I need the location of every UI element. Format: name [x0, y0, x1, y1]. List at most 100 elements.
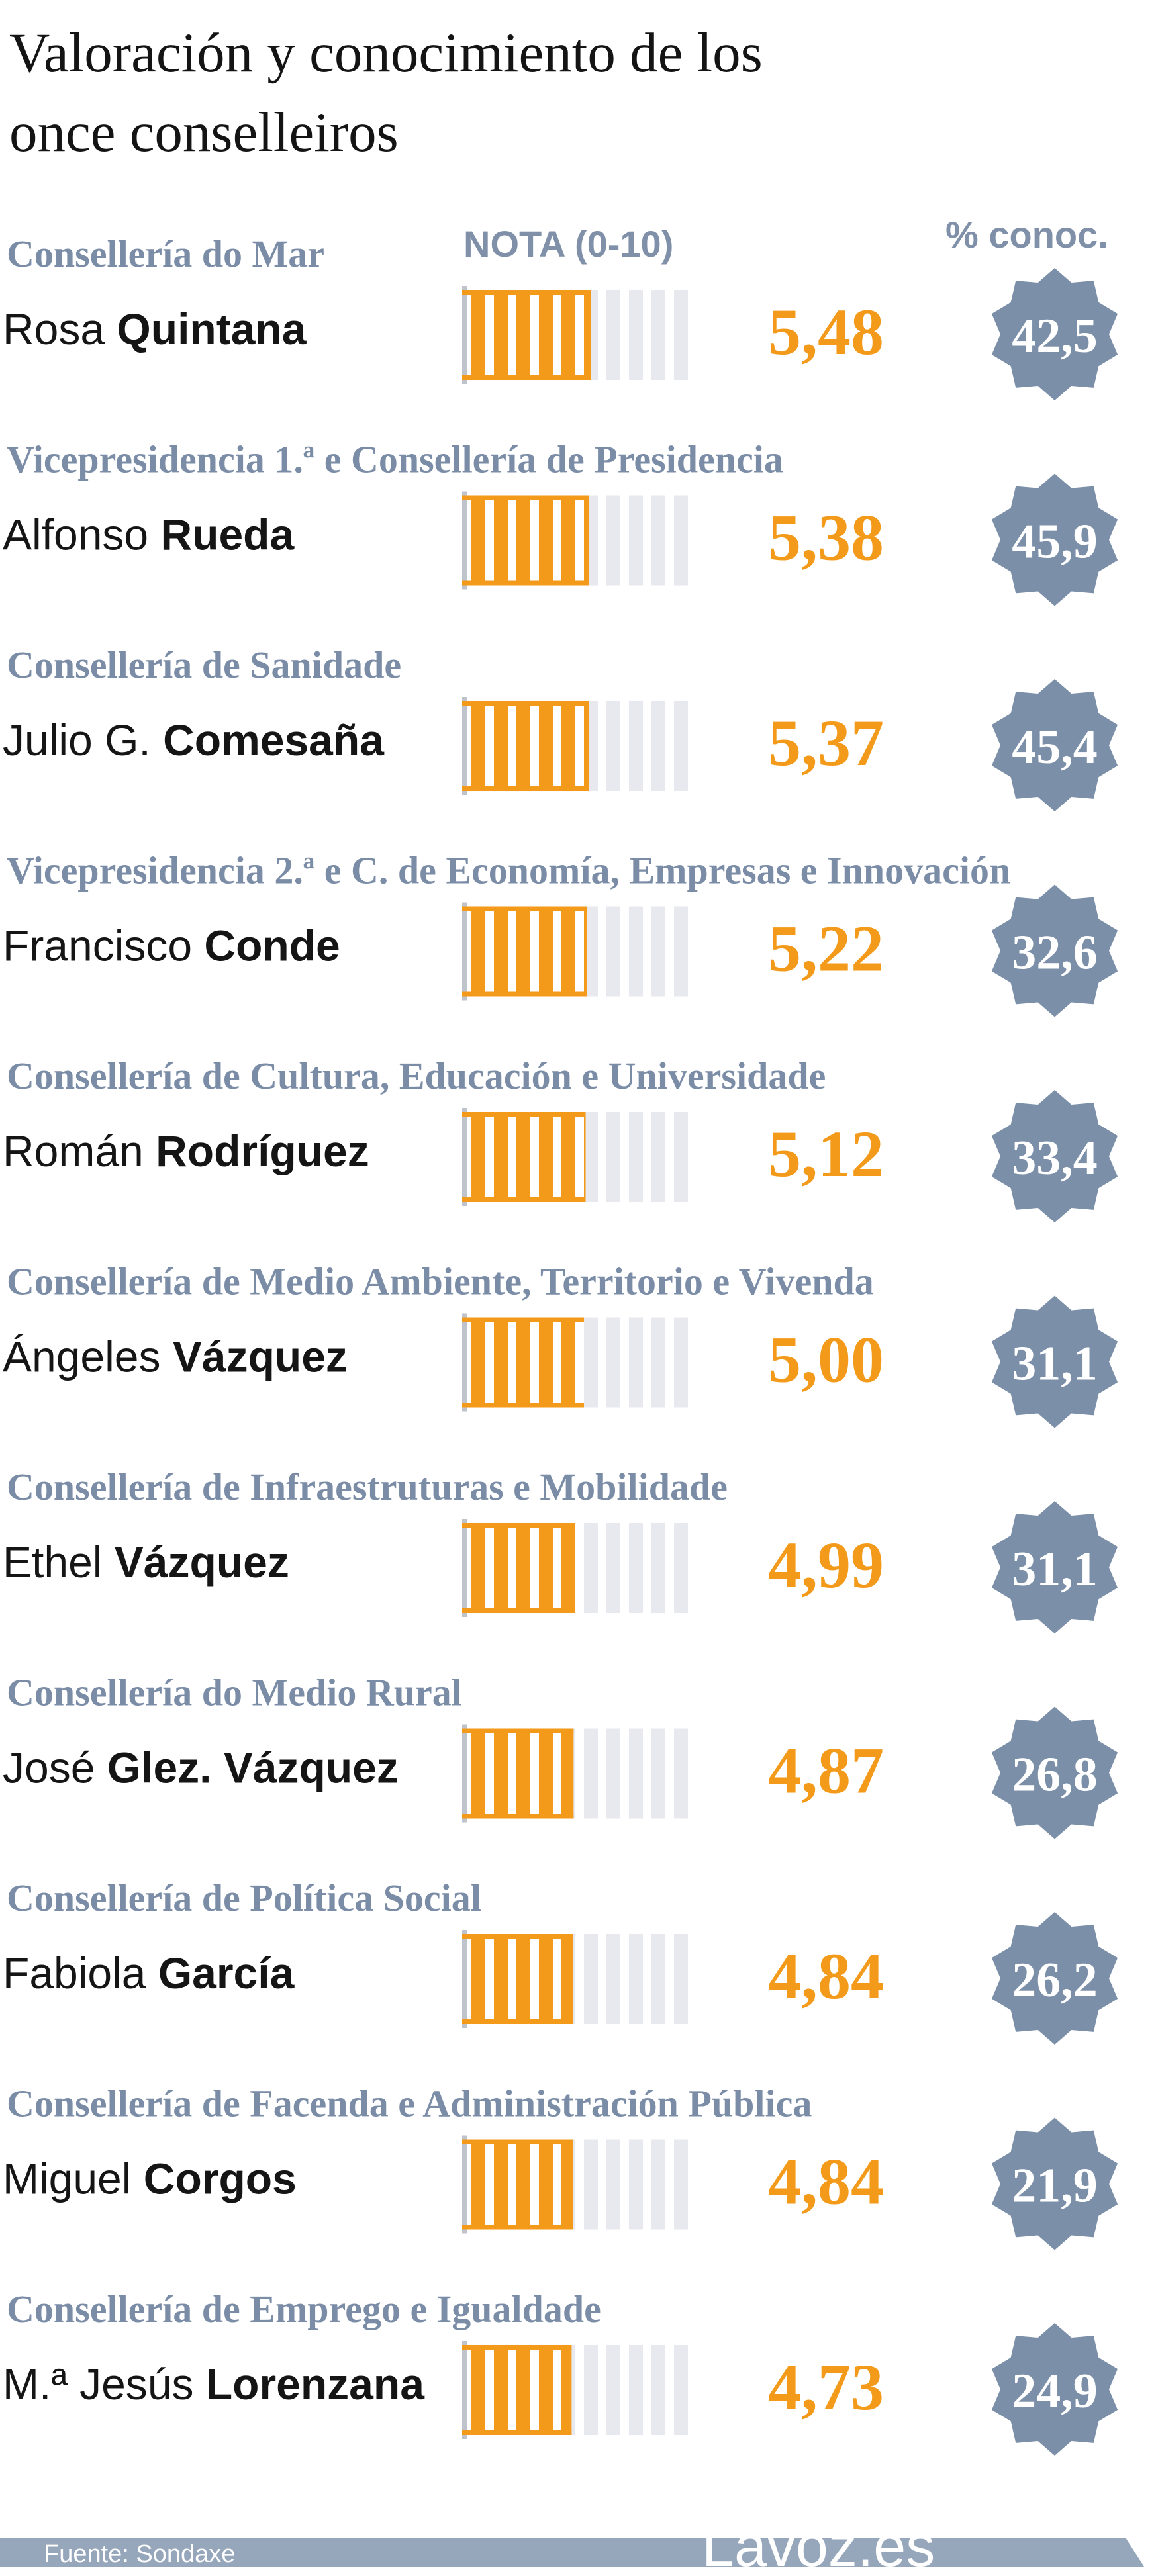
bar-axis	[462, 2341, 467, 2439]
bar-segment-filled	[539, 495, 553, 586]
name-space	[95, 1743, 107, 1792]
last-name: Comesaña	[163, 715, 385, 764]
bar-axis	[462, 1108, 467, 1206]
bar-axis	[462, 697, 467, 795]
bar-segment-empty	[606, 290, 620, 380]
bar-segment-filled	[516, 1934, 530, 2024]
row: Consellería de Infraestruturas e Mobilid…	[3, 1465, 1118, 1633]
name-space	[151, 715, 163, 764]
score-label: 4,84	[768, 1939, 884, 2013]
dept-label: Vicepresidencia 2.ª e C. de Economía, Em…	[7, 849, 1010, 892]
bar-segment-empty	[606, 701, 620, 791]
bar-segment-filled	[539, 1934, 553, 2024]
bar-segment-empty	[674, 495, 688, 586]
first-name: Rosa	[3, 304, 105, 353]
bar-top-rule	[462, 906, 587, 911]
bar-segment-filled	[516, 495, 530, 586]
bar-segment-empty	[629, 906, 643, 997]
bar-axis	[462, 1930, 467, 2028]
bar-segment-filled	[539, 2345, 553, 2435]
bar-segment-empty	[584, 1728, 598, 1819]
bar-segment-filled	[539, 1317, 553, 1408]
conoc-label: 21,9	[1012, 2159, 1098, 2213]
score-label: 5,37	[768, 706, 884, 780]
bar-bottom-rule	[462, 1814, 574, 1819]
bar-axis	[462, 1519, 467, 1617]
bar-segment-filled	[516, 906, 530, 997]
last-name: Conde	[204, 921, 340, 970]
conoc-label: 31,1	[1012, 1542, 1098, 1596]
title-line-1: Valoración y conocimiento de los	[9, 22, 763, 84]
conoc-badge	[991, 1501, 1118, 1633]
bar-segment-empty	[629, 1523, 643, 1613]
bar-segment-empty	[651, 1112, 665, 1202]
bar-segment-filled	[516, 1317, 530, 1408]
conoc-badge	[991, 1090, 1118, 1222]
bar-segment-empty	[651, 701, 665, 791]
bar-segment-empty	[584, 1112, 598, 1202]
score-label: 5,48	[768, 295, 884, 369]
dept-label: Consellería de Medio Ambiente, Territori…	[7, 1260, 874, 1303]
person-name: Rosa Quintana	[3, 304, 307, 353]
bar-segment-filled	[471, 701, 485, 791]
bar-top-rule	[462, 1934, 573, 1939]
bar-segment-filled	[516, 1728, 530, 1819]
row: Consellería de Medio Ambiente, Territori…	[3, 1260, 1118, 1428]
bar-segment-empty	[584, 1934, 598, 2024]
name-space	[148, 510, 160, 559]
row: Consellería do Medio Rural José Glez. Váz…	[3, 1671, 1118, 1839]
dept-label: Consellería de Emprego e Igualdade	[7, 2287, 601, 2330]
bar-bottom-rule	[462, 580, 589, 586]
bar-top-rule	[462, 290, 591, 295]
bar-segment-filled	[471, 495, 485, 586]
dept-label: Consellería de Facenda e Administración …	[7, 2082, 812, 2125]
bar-segment-filled	[494, 2345, 508, 2435]
row: Consellería de Cultura, Educación e Univ…	[3, 1054, 1118, 1222]
bar-axis	[462, 1724, 467, 1823]
bar-bottom-rule	[462, 2019, 573, 2024]
person-name: Ángeles Vázquez	[3, 1332, 348, 1381]
person-name: Francisco Conde	[3, 921, 340, 970]
name-space	[131, 2154, 143, 2203]
bar-segment-filled	[584, 290, 591, 380]
bar-segment-filled	[561, 1112, 575, 1202]
bar-segment-filled	[561, 290, 575, 380]
conoc-badge	[991, 2323, 1118, 2456]
conoc-label: 26,8	[1012, 1748, 1098, 1802]
bar-bottom-rule	[462, 1608, 575, 1613]
last-name: Corgos	[144, 2154, 297, 2203]
name-space	[192, 921, 204, 970]
bar-segment-filled	[561, 495, 575, 586]
first-name: Francisco	[3, 921, 192, 970]
conoc-label: 31,1	[1012, 1337, 1098, 1391]
bar-segment-empty	[651, 2139, 665, 2230]
bar-top-rule	[462, 495, 589, 500]
bar-axis	[462, 2135, 467, 2234]
conoc-badge	[991, 1912, 1118, 2045]
person-name: Román Rodríguez	[3, 1127, 369, 1175]
bar-segment-empty	[651, 1523, 665, 1613]
bar-segment-filled	[494, 1523, 508, 1613]
bar-segment-filled	[561, 1934, 573, 2024]
bar-segment-filled	[494, 1317, 508, 1408]
row: Vicepresidencia 1.ª e Consellería de Pre…	[3, 438, 1118, 606]
conoc-label: 33,4	[1012, 1131, 1098, 1185]
lavoz-logo: Lavoz.es	[702, 2513, 935, 2573]
bar-segment-filled	[471, 1728, 485, 1819]
bar-segment-filled	[539, 2139, 553, 2230]
person-name: Fabiola García	[3, 1949, 295, 1998]
bar-segment-empty	[674, 290, 688, 380]
last-name: Vázquez	[115, 1538, 289, 1587]
title-line-2: once conselleiros	[9, 101, 399, 163]
bar-segment-empty	[584, 2139, 598, 2230]
bar-top-rule	[462, 1728, 574, 1733]
bar-segment-empty	[584, 1523, 598, 1613]
person-name: M.ª Jesús Lorenzana	[3, 2360, 425, 2409]
bar-segment-filled	[471, 1523, 485, 1613]
score-label: 5,00	[768, 1323, 884, 1397]
bar-segment-empty	[674, 1523, 688, 1613]
bar-segment-filled	[516, 701, 530, 791]
bar-segment-empty	[606, 1934, 620, 2024]
bar-segment-filled	[584, 906, 587, 997]
